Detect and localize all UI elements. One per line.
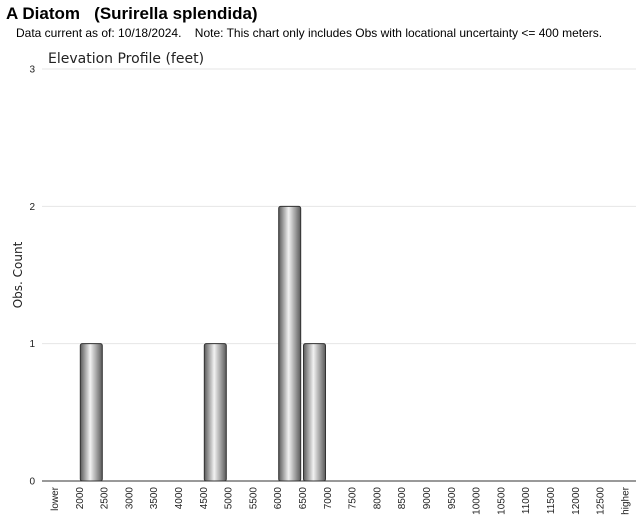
y-tick-label: 3 [29, 65, 35, 76]
x-tick-label: 11500 [546, 487, 557, 515]
x-tick-label: 12000 [571, 487, 582, 515]
data-note: Data current as of: 10/18/2024. Note: Th… [16, 26, 603, 40]
x-tick-label: 8000 [372, 487, 383, 510]
x-tick-label: lower [50, 486, 61, 511]
x-tick-label: 2000 [75, 487, 86, 510]
bar-6500 [303, 343, 326, 482]
bar-4500 [203, 343, 227, 482]
x-tick-label: 7500 [348, 487, 359, 510]
x-tick-label: 5500 [248, 487, 259, 510]
y-tick-label: 0 [29, 477, 35, 488]
y-axis-label: Obs. Count [11, 241, 25, 308]
x-tick-label: 9500 [447, 487, 458, 510]
x-tick-label: 2500 [100, 487, 111, 510]
x-tick-label: 11000 [521, 487, 532, 515]
x-tick-label: 4000 [174, 487, 185, 510]
x-tick-label: 6500 [298, 487, 309, 510]
x-tick-label: 12500 [596, 487, 607, 515]
x-tick-label: 6000 [273, 487, 284, 510]
chart-title: Elevation Profile (feet) [48, 51, 204, 67]
page-title: A Diatom (Surirella splendida) [6, 4, 258, 23]
x-tick-label: 3500 [149, 487, 160, 510]
y-tick-label: 2 [29, 202, 35, 213]
x-tick-label: 5000 [224, 487, 235, 510]
x-tick-label: higher [620, 486, 631, 514]
x-tick-label: 10000 [472, 487, 483, 515]
x-tick-label: 7000 [323, 487, 334, 510]
x-tick-label: 3000 [124, 487, 135, 510]
x-tick-label: 9000 [422, 487, 433, 510]
x-tick-label: 8500 [397, 487, 408, 510]
bar-2000 [79, 343, 103, 482]
x-tick-label: 4500 [199, 487, 210, 510]
bar-6000 [278, 205, 302, 482]
y-tick-label: 1 [29, 339, 35, 350]
x-tick-label: 10500 [496, 487, 507, 515]
